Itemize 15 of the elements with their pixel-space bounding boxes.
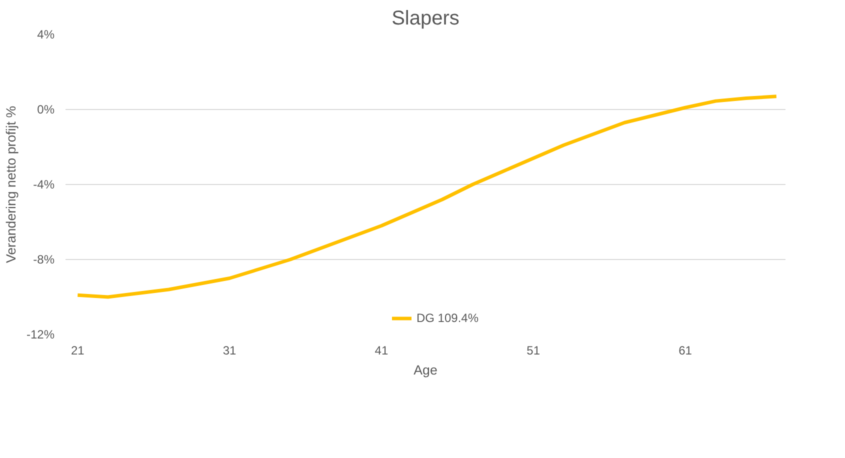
chart-title: Slapers [392,8,460,30]
x-axis-title: Age [414,362,438,378]
y-tick-label: 0% [37,102,55,116]
x-tick-label: 61 [678,344,692,358]
y-tick-label: -12% [26,328,55,342]
x-tick-label: 41 [374,344,388,358]
y-axis-title: Verandering netto profijt % [3,106,18,264]
x-tick-label: 51 [526,344,540,358]
x-tick-label: 31 [222,344,237,358]
x-tick-label: 21 [70,344,85,358]
legend-label: DG 109.4% [416,311,479,325]
y-tick-label: -4% [33,178,55,192]
y-tick-label: -8% [33,252,55,266]
line-series [76,94,778,299]
y-tick-label: 4% [37,28,55,42]
